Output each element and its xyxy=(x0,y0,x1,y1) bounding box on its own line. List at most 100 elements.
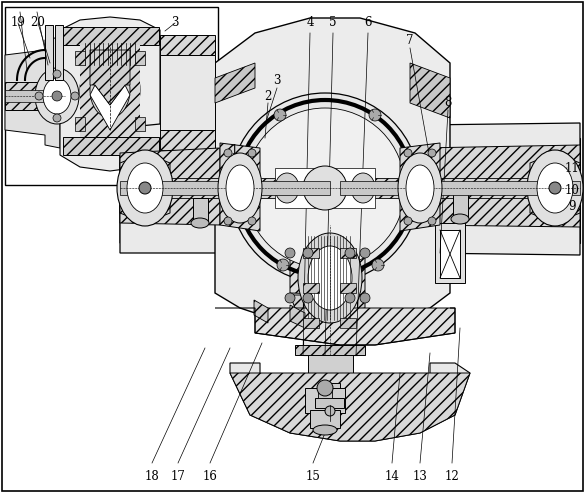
Polygon shape xyxy=(255,308,455,345)
Text: 6: 6 xyxy=(364,15,371,29)
Polygon shape xyxy=(420,123,580,255)
Polygon shape xyxy=(120,148,220,225)
Polygon shape xyxy=(215,18,450,323)
Bar xyxy=(305,388,345,413)
Bar xyxy=(75,51,85,65)
Ellipse shape xyxy=(451,214,469,224)
Ellipse shape xyxy=(277,259,289,271)
Polygon shape xyxy=(120,178,220,248)
Ellipse shape xyxy=(275,173,299,203)
Text: 13: 13 xyxy=(412,470,428,484)
Ellipse shape xyxy=(43,78,71,114)
Ellipse shape xyxy=(428,217,436,225)
Polygon shape xyxy=(230,373,470,441)
Bar xyxy=(5,82,65,110)
Polygon shape xyxy=(215,63,255,103)
Ellipse shape xyxy=(218,153,262,223)
Bar xyxy=(340,248,356,258)
Polygon shape xyxy=(5,37,60,148)
Ellipse shape xyxy=(317,380,333,396)
Ellipse shape xyxy=(404,149,412,157)
Ellipse shape xyxy=(224,217,232,225)
Bar xyxy=(453,193,468,218)
Bar xyxy=(135,117,145,131)
Bar xyxy=(303,318,319,328)
Bar xyxy=(315,398,344,408)
Ellipse shape xyxy=(537,163,573,213)
Ellipse shape xyxy=(345,248,355,258)
Polygon shape xyxy=(60,17,160,171)
Text: 14: 14 xyxy=(384,470,400,484)
Text: 11: 11 xyxy=(565,162,579,175)
Polygon shape xyxy=(290,295,365,315)
Bar xyxy=(310,410,340,428)
Polygon shape xyxy=(295,345,365,355)
Ellipse shape xyxy=(360,248,370,258)
Polygon shape xyxy=(90,85,130,130)
Text: 3: 3 xyxy=(273,74,281,87)
Ellipse shape xyxy=(428,149,436,157)
Ellipse shape xyxy=(117,150,173,226)
Text: 12: 12 xyxy=(445,470,459,484)
Text: 7: 7 xyxy=(406,35,414,47)
Bar xyxy=(160,130,215,150)
Ellipse shape xyxy=(303,248,313,258)
Ellipse shape xyxy=(303,293,313,303)
Ellipse shape xyxy=(226,165,254,211)
Text: 15: 15 xyxy=(305,470,321,484)
Ellipse shape xyxy=(369,109,381,121)
Ellipse shape xyxy=(248,217,256,225)
Ellipse shape xyxy=(285,293,295,303)
Ellipse shape xyxy=(308,246,352,310)
Text: 5: 5 xyxy=(329,15,337,29)
Ellipse shape xyxy=(191,218,209,228)
Ellipse shape xyxy=(325,406,335,416)
Ellipse shape xyxy=(406,165,434,211)
Ellipse shape xyxy=(345,293,355,303)
Polygon shape xyxy=(254,300,268,323)
Text: 9: 9 xyxy=(568,200,576,212)
Bar xyxy=(303,283,319,293)
Ellipse shape xyxy=(139,182,151,194)
Bar xyxy=(63,137,159,155)
Text: 18: 18 xyxy=(144,470,159,484)
Bar xyxy=(303,225,357,355)
Text: 8: 8 xyxy=(445,97,452,109)
Polygon shape xyxy=(400,143,440,231)
Ellipse shape xyxy=(404,217,412,225)
Bar xyxy=(320,383,340,401)
Bar xyxy=(340,318,356,328)
Ellipse shape xyxy=(53,70,61,78)
Bar xyxy=(75,117,85,131)
Polygon shape xyxy=(290,225,365,295)
Text: 2: 2 xyxy=(264,90,271,103)
Bar xyxy=(160,55,215,130)
Bar xyxy=(303,248,319,258)
Ellipse shape xyxy=(35,92,43,100)
Ellipse shape xyxy=(71,92,79,100)
Bar xyxy=(318,386,332,398)
Polygon shape xyxy=(275,168,375,208)
Bar xyxy=(193,198,208,223)
Ellipse shape xyxy=(549,182,561,194)
Ellipse shape xyxy=(285,248,295,258)
Bar xyxy=(160,35,215,55)
Bar xyxy=(45,25,53,80)
Ellipse shape xyxy=(274,109,286,121)
Ellipse shape xyxy=(360,293,370,303)
Bar xyxy=(55,25,63,80)
Polygon shape xyxy=(420,145,580,227)
Bar xyxy=(340,181,580,195)
Polygon shape xyxy=(420,183,580,243)
Bar xyxy=(340,283,356,293)
Polygon shape xyxy=(530,153,580,223)
Ellipse shape xyxy=(248,149,256,157)
Ellipse shape xyxy=(351,173,375,203)
Text: 10: 10 xyxy=(565,184,579,198)
Ellipse shape xyxy=(127,163,163,213)
Text: 20: 20 xyxy=(30,15,46,29)
Polygon shape xyxy=(120,153,170,223)
Text: 3: 3 xyxy=(171,15,179,29)
Ellipse shape xyxy=(245,108,405,268)
Polygon shape xyxy=(420,138,580,183)
